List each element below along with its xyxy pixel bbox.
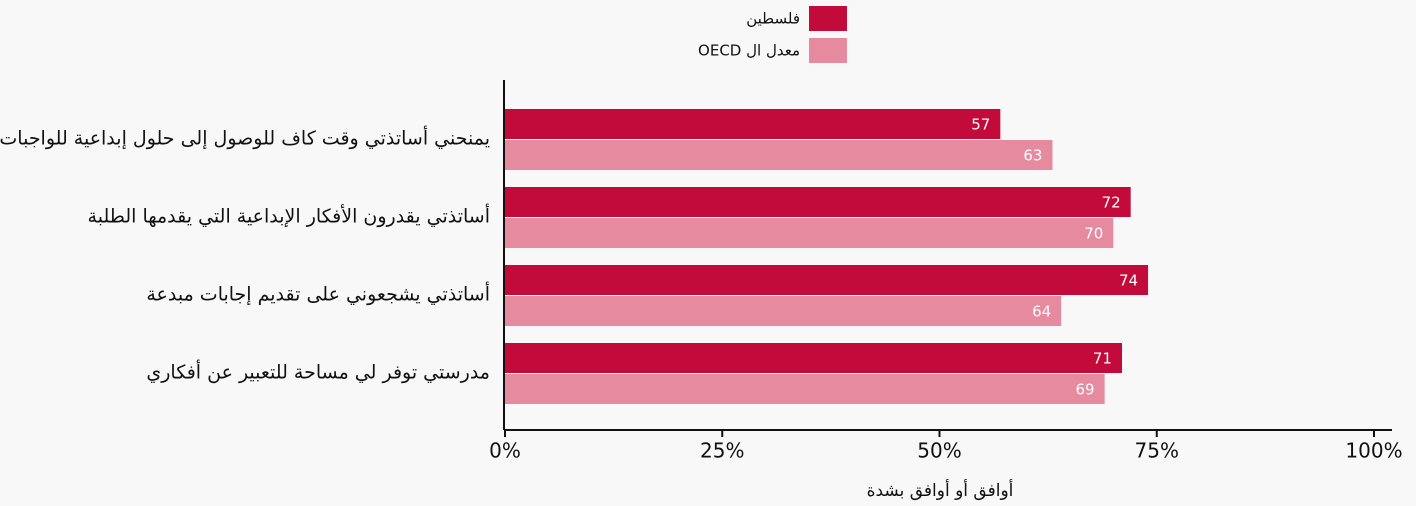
x-tick-label: 50% bbox=[917, 439, 961, 463]
y-tick-label: أساتذتي يشجعوني على تقديم إجابات مبدعة bbox=[146, 282, 490, 307]
legend-swatch bbox=[809, 38, 847, 63]
value-label: 64 bbox=[1032, 303, 1051, 321]
x-tick-label: 0% bbox=[489, 439, 521, 463]
legend-label: معدل ال OECD bbox=[698, 42, 800, 60]
bar bbox=[505, 187, 1131, 217]
x-tick-label: 25% bbox=[700, 439, 744, 463]
value-label: 74 bbox=[1119, 272, 1138, 290]
legend-swatch bbox=[809, 6, 847, 31]
y-tick-label: يمنحني أساتذتي وقت كاف للوصول إلى حلول إ… bbox=[0, 126, 490, 151]
bar bbox=[505, 218, 1114, 248]
value-label: 72 bbox=[1102, 194, 1121, 212]
x-axis-title: أوافق أو أوافق بشدة bbox=[867, 479, 1014, 501]
value-label: 57 bbox=[971, 116, 990, 134]
x-tick-label: 100% bbox=[1345, 439, 1402, 463]
bar bbox=[505, 296, 1062, 326]
bar bbox=[505, 343, 1122, 373]
x-tick-label: 75% bbox=[1135, 439, 1179, 463]
y-tick-label: مدرستي توفر لي مساحة للتعبير عن أفكاري bbox=[146, 360, 490, 384]
bar bbox=[505, 374, 1105, 404]
y-tick-label: أساتذتي يقدرون الأفكار الإبداعية التي يق… bbox=[88, 204, 490, 228]
value-label: 63 bbox=[1023, 147, 1042, 165]
bar bbox=[505, 140, 1053, 170]
value-label: 69 bbox=[1076, 381, 1095, 399]
bar bbox=[505, 265, 1149, 295]
value-label: 70 bbox=[1084, 225, 1103, 243]
bar bbox=[505, 109, 1001, 139]
legend-label: فلسطين bbox=[746, 10, 800, 28]
value-label: 71 bbox=[1093, 350, 1112, 368]
